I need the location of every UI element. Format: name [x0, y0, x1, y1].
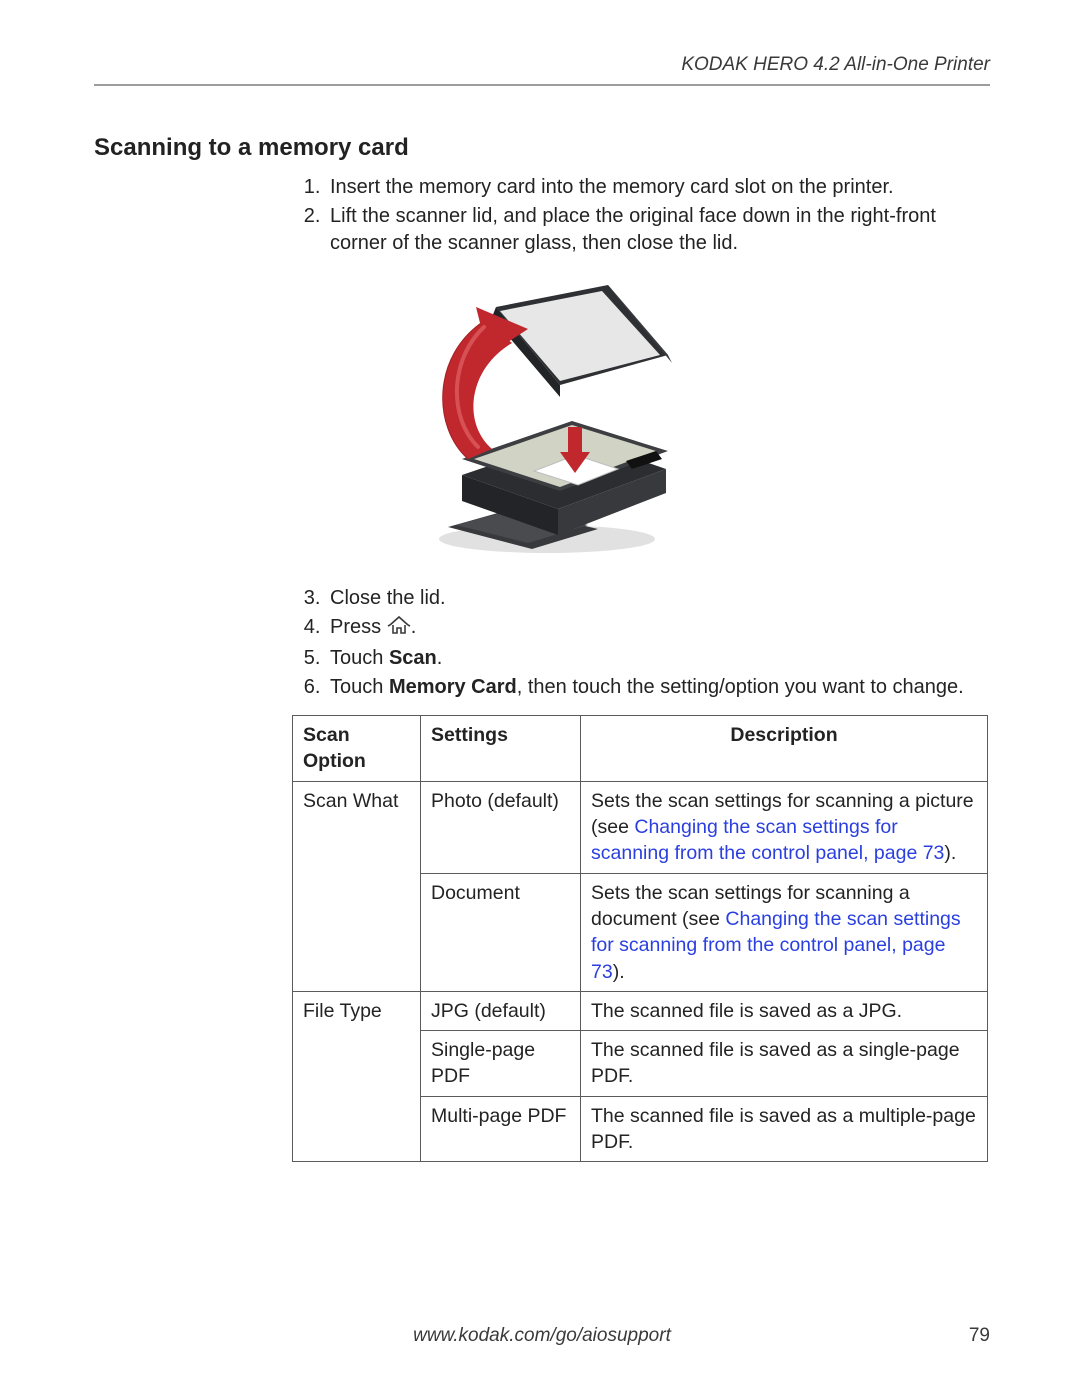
cell-description: The scanned file is saved as a multiple-… — [581, 1096, 988, 1162]
step-6-bold: Memory Card — [389, 676, 517, 698]
running-header: KODAK HERO 4.2 All-in-One Printer — [94, 52, 990, 84]
instruction-list: Insert the memory card into the memory c… — [326, 174, 990, 257]
footer-url: www.kodak.com/go/aiosupport — [94, 1323, 990, 1349]
cell-setting: Photo (default) — [421, 781, 581, 873]
step-4-pre: Press — [330, 616, 387, 638]
cell-setting: JPG (default) — [421, 991, 581, 1030]
cell-setting: Single-page PDF — [421, 1031, 581, 1097]
page-number: 79 — [969, 1323, 990, 1349]
cell-description: The scanned file is saved as a JPG. — [581, 991, 988, 1030]
step-6-pre: Touch — [330, 676, 389, 698]
step-5-bold: Scan — [389, 647, 437, 669]
illustration-container — [94, 277, 990, 575]
step-3: Close the lid. — [326, 585, 990, 612]
cell-description: Sets the scan settings for scanning a pi… — [581, 781, 988, 873]
col-header-description: Description — [581, 716, 988, 782]
header-rule — [94, 84, 990, 86]
step-4: Press . — [326, 614, 990, 643]
cell-description: Sets the scan settings for scanning a do… — [581, 873, 988, 991]
col-header-settings: Settings — [421, 716, 581, 782]
instruction-list-cont: Close the lid. Press . Touch Scan. Touch… — [326, 585, 990, 701]
step-6-post: , then touch the setting/option you want… — [517, 676, 964, 698]
page-content: KODAK HERO 4.2 All-in-One Printer Scanni… — [94, 78, 990, 1337]
scan-options-table: Scan Option Settings Description Scan Wh… — [292, 715, 988, 1162]
col-header-option: Scan Option — [293, 716, 421, 782]
step-4-post: . — [411, 616, 417, 638]
lift-lid-arrow-icon — [443, 307, 528, 459]
step-5-post: . — [437, 647, 443, 669]
cell-option: Scan What — [293, 781, 421, 991]
home-icon — [387, 615, 411, 643]
table-header-row: Scan Option Settings Description — [293, 716, 988, 782]
cell-setting: Multi-page PDF — [421, 1096, 581, 1162]
step-5-pre: Touch — [330, 647, 389, 669]
step-2: Lift the scanner lid, and place the orig… — [326, 203, 990, 257]
cell-option: File Type — [293, 991, 421, 1162]
desc-post: ). — [613, 961, 625, 983]
table-row: Scan What Photo (default) Sets the scan … — [293, 781, 988, 873]
cell-description: The scanned file is saved as a single-pa… — [581, 1031, 988, 1097]
table-row: File Type JPG (default) The scanned file… — [293, 991, 988, 1030]
step-6: Touch Memory Card, then touch the settin… — [326, 674, 990, 701]
step-1: Insert the memory card into the memory c… — [326, 174, 990, 201]
cross-ref-link[interactable]: Changing the scan settings for scanning … — [591, 816, 944, 864]
section-title: Scanning to a memory card — [94, 132, 990, 164]
step-5: Touch Scan. — [326, 645, 990, 672]
desc-post: ). — [944, 842, 956, 864]
scanner-lid — [492, 285, 672, 397]
cell-setting: Document — [421, 873, 581, 991]
scanner-lid-illustration — [392, 277, 692, 567]
